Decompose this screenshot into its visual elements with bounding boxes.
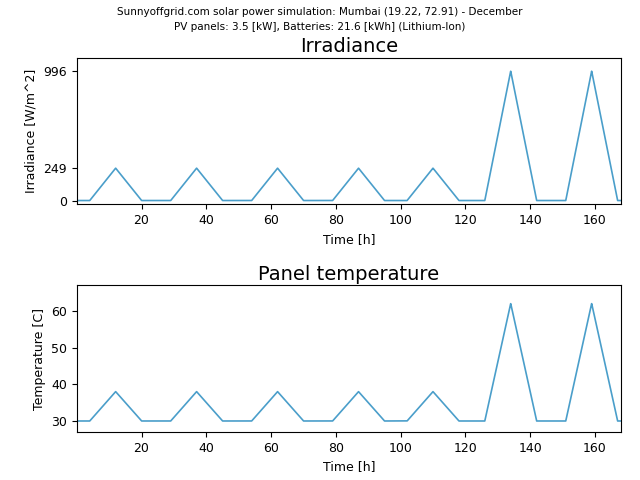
- Y-axis label: Irradiance [W/m^2]: Irradiance [W/m^2]: [25, 69, 38, 193]
- X-axis label: Time [h]: Time [h]: [323, 460, 375, 473]
- Text: PV panels: 3.5 [kW], Batteries: 21.6 [kWh] (Lithium-Ion): PV panels: 3.5 [kW], Batteries: 21.6 [kW…: [174, 22, 466, 32]
- Text: Sunnyoffgrid.com solar power simulation: Mumbai (19.22, 72.91) - December: Sunnyoffgrid.com solar power simulation:…: [117, 7, 523, 17]
- Title: Irradiance: Irradiance: [300, 37, 398, 56]
- Title: Panel temperature: Panel temperature: [258, 264, 440, 284]
- Y-axis label: Temperature [C]: Temperature [C]: [33, 308, 45, 409]
- X-axis label: Time [h]: Time [h]: [323, 233, 375, 246]
